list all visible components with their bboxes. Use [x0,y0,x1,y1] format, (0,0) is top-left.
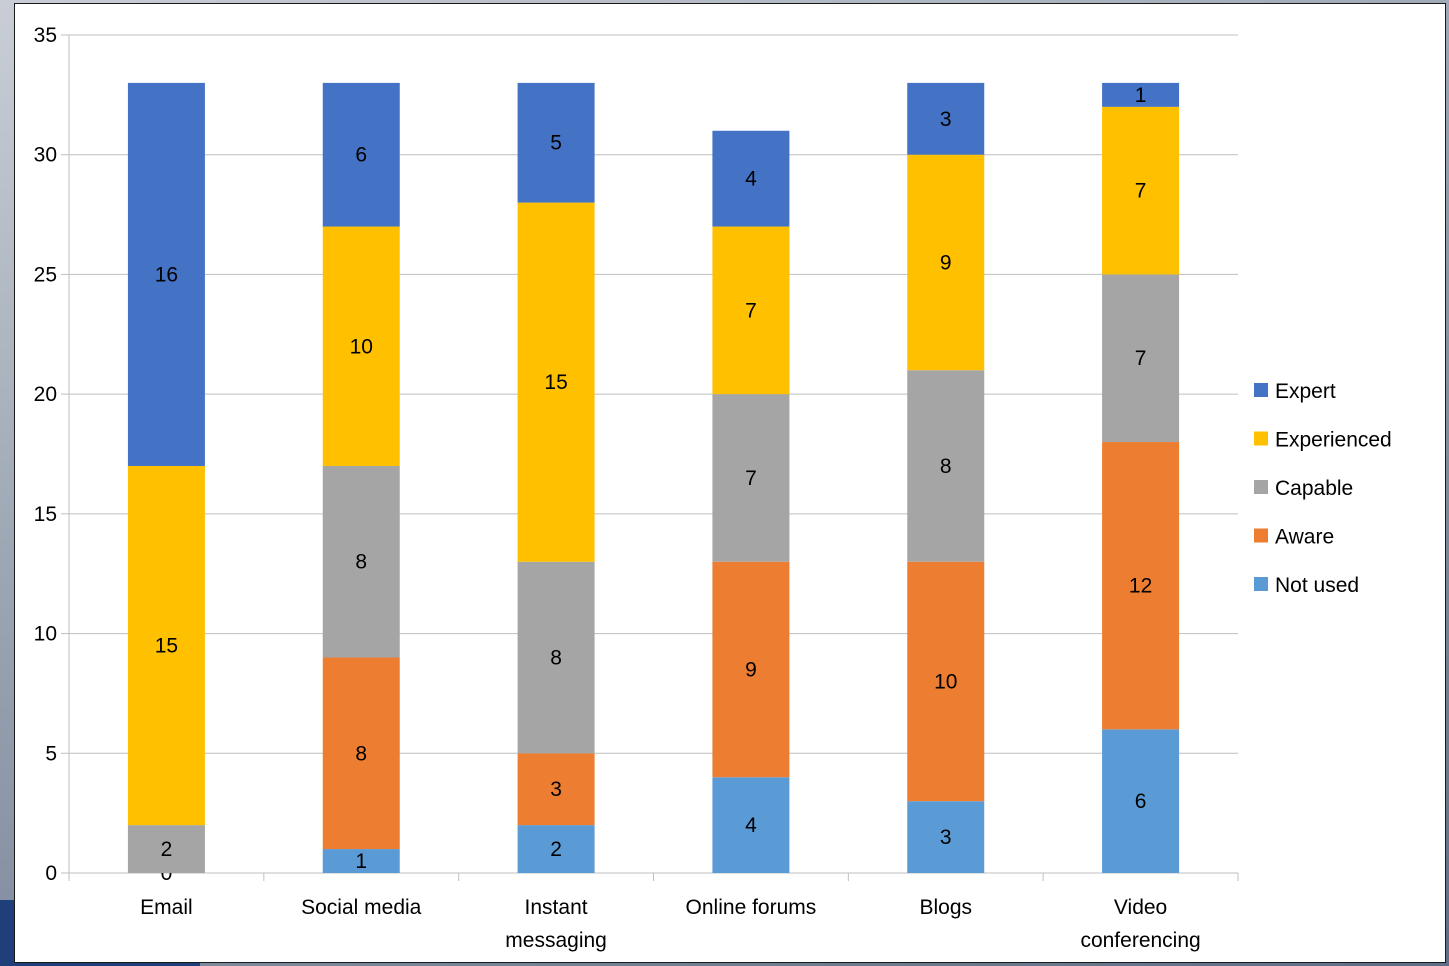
legend-label: Experienced [1275,429,1392,452]
data-label: 10 [350,335,373,358]
data-label: 3 [550,778,562,801]
y-tick-label: 0 [45,862,57,885]
x-category-label: Blogs [919,896,972,919]
data-label: 8 [355,551,367,574]
data-label: 3 [940,108,952,131]
bar-segment [712,561,790,778]
bar-segment [907,561,985,802]
bar-segment [1102,106,1180,275]
bar-segment [322,465,400,658]
legend-swatch [1254,383,1268,397]
bar-segment [517,753,595,826]
bar-segment [712,130,790,227]
data-label: 6 [355,144,367,167]
legend-swatch [1254,431,1268,446]
data-label: 6 [1135,790,1147,813]
data-label: 8 [355,742,367,765]
data-label: 8 [940,455,952,478]
data-label: 15 [155,635,178,658]
data-label: 0 [161,862,173,885]
data-label: 2 [161,838,173,861]
data-label: 2 [550,838,562,861]
bar-segment [907,154,985,371]
bar-segment [127,825,205,873]
data-label: 4 [745,168,757,191]
bar-segment [712,226,790,395]
legend-label: Capable [1275,477,1353,500]
bar-segment [517,82,595,203]
data-label: 8 [550,647,562,670]
data-label: 10 [934,670,957,693]
data-label: 7 [745,467,757,490]
data-label: 7 [1135,347,1147,370]
bar-segment [907,370,985,562]
bar-segment [712,777,790,873]
bar-segment [1102,729,1180,873]
y-tick-label: 30 [34,144,57,167]
legend-label: Aware [1275,526,1334,549]
y-tick-label: 5 [45,742,57,765]
bar-segment [322,657,400,850]
y-tick-label: 10 [34,623,57,646]
y-tick-label: 15 [34,503,57,526]
y-tick-label: 25 [34,263,57,286]
data-label: 4 [745,814,757,837]
bar-segment [517,561,595,754]
x-category-label: Social media [301,896,422,919]
data-label: 7 [745,299,757,322]
bar-segment [907,82,985,155]
data-label: 15 [544,371,567,394]
x-category-label: Email [140,896,193,919]
bar-segment [322,226,400,466]
bar-segment [1102,82,1180,107]
bar-segment [517,202,595,562]
bar-segment [322,82,400,227]
bar-segment [907,801,985,873]
y-tick-label: 20 [34,383,57,406]
data-label: 12 [1129,575,1152,598]
data-label: 9 [940,251,952,274]
bar-segment [517,825,595,873]
bar-segment [712,394,790,562]
legend-label: Not used [1275,574,1359,597]
legend-swatch [1254,577,1268,591]
bar-segment [127,82,205,466]
data-label: 9 [745,658,757,681]
chart-panel: 0 5 10 15 20 25 30 35 0 2 15 16 1 8 8 10 6 2 3 8 15 5 4 9 7 7 4 3 10… [14,3,1446,963]
x-category-label: Online forums [686,896,817,919]
x-category-label: Video [1114,896,1167,919]
data-label: 1 [355,850,367,873]
data-label: 3 [940,826,952,849]
data-label: 16 [155,263,178,286]
bar-segment [322,849,400,873]
legend-swatch [1254,480,1268,494]
x-category-label: conferencing [1080,929,1200,952]
bar-segment [127,465,205,826]
legend-swatch [1254,528,1268,543]
data-label: 7 [1135,180,1147,203]
stacked-bar-chart: 0510152025303502151618810623815549774310… [34,24,1392,952]
x-category-label: Instant [525,896,588,919]
data-label: 5 [550,132,562,155]
x-category-label: messaging [505,929,607,952]
legend-label: Expert [1275,380,1336,403]
bar-segment [1102,274,1180,443]
data-label: 1 [1135,84,1147,107]
y-tick-label: 35 [34,24,57,47]
bar-segment [1102,442,1180,730]
